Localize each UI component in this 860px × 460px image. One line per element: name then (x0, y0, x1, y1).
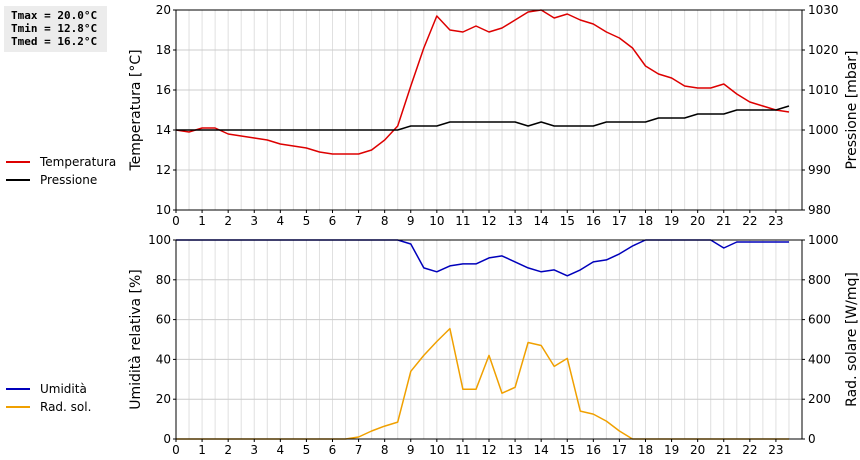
legend-swatch-pressione (6, 179, 30, 181)
y2-tick-label: 200 (808, 392, 831, 406)
x-tick-label: 3 (250, 214, 258, 228)
tmin-text: Tmin = 12.8°C (11, 22, 98, 35)
y-tick-label: 60 (156, 313, 171, 327)
x-tick-label: 4 (277, 214, 285, 228)
y-tick-label: 100 (148, 233, 171, 247)
y-tick-label: 14 (156, 123, 171, 137)
x-tick-label: 9 (407, 214, 415, 228)
legend-label-umidita: Umidità (40, 382, 87, 396)
x-tick-label: 17 (612, 214, 627, 228)
legend-item-temperatura: Temperatura (6, 153, 116, 171)
y-axis-label: Temperatura [°C] (128, 49, 144, 171)
y2-tick-label: 1000 (808, 233, 839, 247)
x-tick-label: 0 (172, 214, 180, 228)
x-tick-label: 6 (329, 214, 337, 228)
x-tick-label: 23 (768, 214, 783, 228)
x-tick-label: 1 (198, 443, 206, 457)
legend-top: Temperatura Pressione (6, 153, 116, 189)
series-line-rad-sol- (176, 327, 789, 440)
legend-swatch-umidita (6, 388, 30, 390)
x-tick-label: 7 (355, 214, 363, 228)
series-line-temperatura (175, 9, 790, 155)
legend-item-pressione: Pressione (6, 171, 116, 189)
x-tick-label: 22 (742, 214, 757, 228)
x-tick-label: 5 (303, 443, 311, 457)
y2-tick-label: 990 (808, 163, 831, 177)
x-tick-label: 5 (303, 214, 311, 228)
x-tick-label: 7 (355, 443, 363, 457)
x-tick-label: 11 (455, 214, 470, 228)
y-tick-label: 80 (156, 273, 171, 287)
x-tick-label: 10 (429, 214, 444, 228)
y-tick-label: 10 (156, 203, 171, 217)
x-tick-label: 1 (198, 214, 206, 228)
legend-label-temperatura: Temperatura (40, 155, 117, 169)
x-tick-label: 16 (586, 443, 601, 457)
x-tick-label: 21 (716, 214, 731, 228)
y-tick-label: 12 (156, 163, 171, 177)
x-tick-label: 13 (507, 214, 522, 228)
x-tick-label: 18 (638, 214, 653, 228)
x-tick-label: 8 (381, 214, 389, 228)
y-tick-label: 20 (156, 3, 171, 17)
y2-tick-label: 1020 (808, 43, 839, 57)
x-tick-label: 23 (768, 443, 783, 457)
tmed-text: Tmed = 16.2°C (11, 35, 98, 48)
series-line-umidit- (176, 239, 789, 277)
x-tick-label: 0 (172, 443, 180, 457)
y2-tick-label: 1000 (808, 123, 839, 137)
x-tick-label: 2 (224, 443, 232, 457)
y2-tick-label: 600 (808, 313, 831, 327)
x-tick-label: 19 (664, 214, 679, 228)
x-tick-label: 12 (481, 214, 496, 228)
legend-label-pressione: Pressione (40, 173, 98, 187)
x-tick-label: 22 (742, 443, 757, 457)
x-tick-label: 21 (716, 443, 731, 457)
y2-tick-label: 1030 (808, 3, 839, 17)
x-tick-label: 14 (534, 214, 549, 228)
y2-tick-label: 400 (808, 352, 831, 366)
x-tick-label: 8 (381, 443, 389, 457)
x-tick-label: 17 (612, 443, 627, 457)
y-tick-label: 16 (156, 83, 171, 97)
x-tick-label: 20 (690, 214, 705, 228)
x-tick-label: 19 (664, 443, 679, 457)
y-tick-label: 18 (156, 43, 171, 57)
x-tick-label: 3 (250, 443, 258, 457)
y-tick-label: 0 (163, 432, 171, 446)
y-tick-label: 20 (156, 392, 171, 406)
y-tick-label: 40 (156, 352, 171, 366)
x-tick-label: 15 (560, 443, 575, 457)
x-tick-label: 9 (407, 443, 415, 457)
x-tick-label: 16 (586, 214, 601, 228)
y-axis-label: Umidità relativa [%] (128, 269, 144, 410)
legend-item-umidita: Umidità (6, 380, 91, 398)
legend-swatch-temperatura (6, 161, 30, 163)
x-tick-label: 15 (560, 214, 575, 228)
x-tick-label: 18 (638, 443, 653, 457)
y2-tick-label: 980 (808, 203, 831, 217)
legend-swatch-radsol (6, 406, 30, 408)
x-tick-label: 12 (481, 443, 496, 457)
y2-axis-label: Rad. solare [W/mq] (844, 272, 860, 407)
x-tick-label: 14 (534, 443, 549, 457)
x-tick-label: 2 (224, 214, 232, 228)
series-line-pressione (176, 105, 790, 131)
tmax-text: Tmax = 20.0°C (11, 9, 98, 22)
y2-axis-label: Pressione [mbar] (844, 50, 860, 169)
y2-tick-label: 0 (808, 432, 816, 446)
y2-tick-label: 1010 (808, 83, 839, 97)
x-tick-label: 20 (690, 443, 705, 457)
x-tick-label: 10 (429, 443, 444, 457)
legend-label-radsol: Rad. sol. (40, 400, 92, 414)
x-tick-label: 13 (507, 443, 522, 457)
legend-bottom: Umidità Rad. sol. (6, 380, 91, 416)
x-tick-label: 6 (329, 443, 337, 457)
x-tick-label: 11 (455, 443, 470, 457)
stats-box: Tmax = 20.0°C Tmin = 12.8°C Tmed = 16.2°… (4, 6, 107, 52)
x-tick-label: 4 (277, 443, 285, 457)
legend-item-radsol: Rad. sol. (6, 398, 91, 416)
y2-tick-label: 800 (808, 273, 831, 287)
